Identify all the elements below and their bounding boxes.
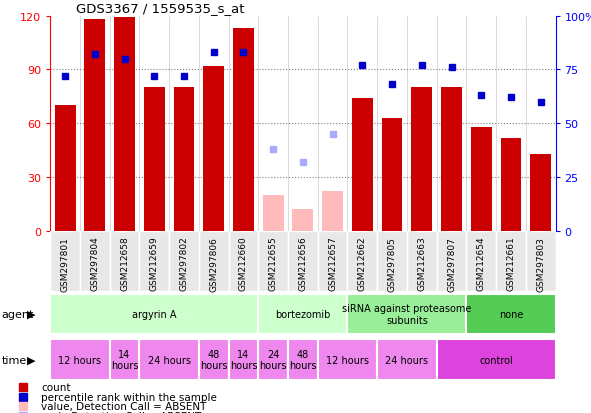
Text: GSM297805: GSM297805 (388, 236, 397, 291)
FancyBboxPatch shape (50, 294, 258, 335)
Text: 48
hours: 48 hours (200, 349, 228, 370)
FancyBboxPatch shape (348, 294, 466, 335)
Text: GSM212658: GSM212658 (120, 236, 129, 291)
Text: rank, Detection Call = ABSENT: rank, Detection Call = ABSENT (41, 411, 202, 413)
Bar (411, 88, 432, 231)
Text: count: count (41, 382, 70, 392)
Text: percentile rank within the sample: percentile rank within the sample (41, 392, 217, 401)
FancyBboxPatch shape (437, 339, 556, 380)
Text: value, Detection Call = ABSENT: value, Detection Call = ABSENT (41, 401, 206, 411)
Text: GSM297807: GSM297807 (447, 236, 456, 291)
Text: GSM212654: GSM212654 (477, 236, 486, 291)
Text: 12 hours: 12 hours (326, 355, 369, 365)
FancyBboxPatch shape (437, 231, 466, 291)
Text: GSM212659: GSM212659 (150, 236, 159, 291)
FancyBboxPatch shape (139, 339, 199, 380)
Text: agent: agent (2, 309, 34, 319)
Text: GSM297804: GSM297804 (90, 236, 99, 291)
FancyBboxPatch shape (407, 231, 437, 291)
Text: GSM297803: GSM297803 (536, 236, 545, 291)
FancyBboxPatch shape (288, 339, 318, 380)
Text: ▶: ▶ (27, 355, 35, 365)
FancyBboxPatch shape (466, 294, 556, 335)
Bar (174, 88, 194, 231)
FancyBboxPatch shape (110, 231, 139, 291)
FancyBboxPatch shape (288, 231, 318, 291)
Text: time: time (2, 355, 27, 365)
Bar (114, 18, 135, 231)
Text: ▶: ▶ (27, 309, 35, 319)
FancyBboxPatch shape (526, 231, 556, 291)
Text: 24 hours: 24 hours (385, 355, 428, 365)
FancyBboxPatch shape (348, 231, 377, 291)
FancyBboxPatch shape (258, 231, 288, 291)
FancyBboxPatch shape (377, 231, 407, 291)
FancyBboxPatch shape (258, 294, 348, 335)
Bar (263, 195, 284, 231)
Text: GSM212655: GSM212655 (269, 236, 278, 291)
Bar (144, 88, 165, 231)
Bar (55, 106, 76, 231)
FancyBboxPatch shape (80, 231, 110, 291)
Bar (530, 154, 551, 231)
FancyBboxPatch shape (50, 231, 80, 291)
Text: GSM297802: GSM297802 (180, 236, 189, 291)
FancyBboxPatch shape (169, 231, 199, 291)
Text: 12 hours: 12 hours (59, 355, 102, 365)
Bar (382, 119, 402, 231)
Text: GSM212661: GSM212661 (506, 236, 515, 291)
Bar (471, 128, 492, 231)
Text: 14
hours: 14 hours (230, 349, 257, 370)
Text: argyrin A: argyrin A (132, 309, 177, 319)
Text: control: control (479, 355, 513, 365)
Text: none: none (499, 309, 523, 319)
Text: 24
hours: 24 hours (259, 349, 287, 370)
FancyBboxPatch shape (110, 339, 139, 380)
FancyBboxPatch shape (496, 231, 526, 291)
Text: 24 hours: 24 hours (148, 355, 191, 365)
FancyBboxPatch shape (318, 231, 348, 291)
Text: bortezomib: bortezomib (275, 309, 330, 319)
FancyBboxPatch shape (229, 231, 258, 291)
Text: GSM212662: GSM212662 (358, 236, 367, 291)
Text: GSM212657: GSM212657 (328, 236, 337, 291)
FancyBboxPatch shape (377, 339, 437, 380)
Text: GSM297801: GSM297801 (61, 236, 70, 291)
FancyBboxPatch shape (258, 339, 288, 380)
Bar (352, 99, 373, 231)
Bar (322, 192, 343, 231)
Text: 14
hours: 14 hours (111, 349, 138, 370)
FancyBboxPatch shape (318, 339, 377, 380)
Bar (293, 210, 313, 231)
Text: siRNA against proteasome
subunits: siRNA against proteasome subunits (342, 304, 472, 325)
FancyBboxPatch shape (199, 339, 229, 380)
Bar (203, 66, 224, 231)
Text: 48
hours: 48 hours (289, 349, 317, 370)
Bar (233, 29, 254, 231)
Bar (501, 138, 521, 231)
Text: GSM212663: GSM212663 (417, 236, 426, 291)
FancyBboxPatch shape (50, 339, 110, 380)
Bar (85, 20, 105, 231)
FancyBboxPatch shape (199, 231, 229, 291)
Bar (441, 88, 462, 231)
FancyBboxPatch shape (466, 231, 496, 291)
Text: GDS3367 / 1559535_s_at: GDS3367 / 1559535_s_at (76, 2, 244, 15)
Text: GSM212660: GSM212660 (239, 236, 248, 291)
FancyBboxPatch shape (139, 231, 169, 291)
FancyBboxPatch shape (229, 339, 258, 380)
Text: GSM212656: GSM212656 (298, 236, 307, 291)
Text: GSM297806: GSM297806 (209, 236, 218, 291)
